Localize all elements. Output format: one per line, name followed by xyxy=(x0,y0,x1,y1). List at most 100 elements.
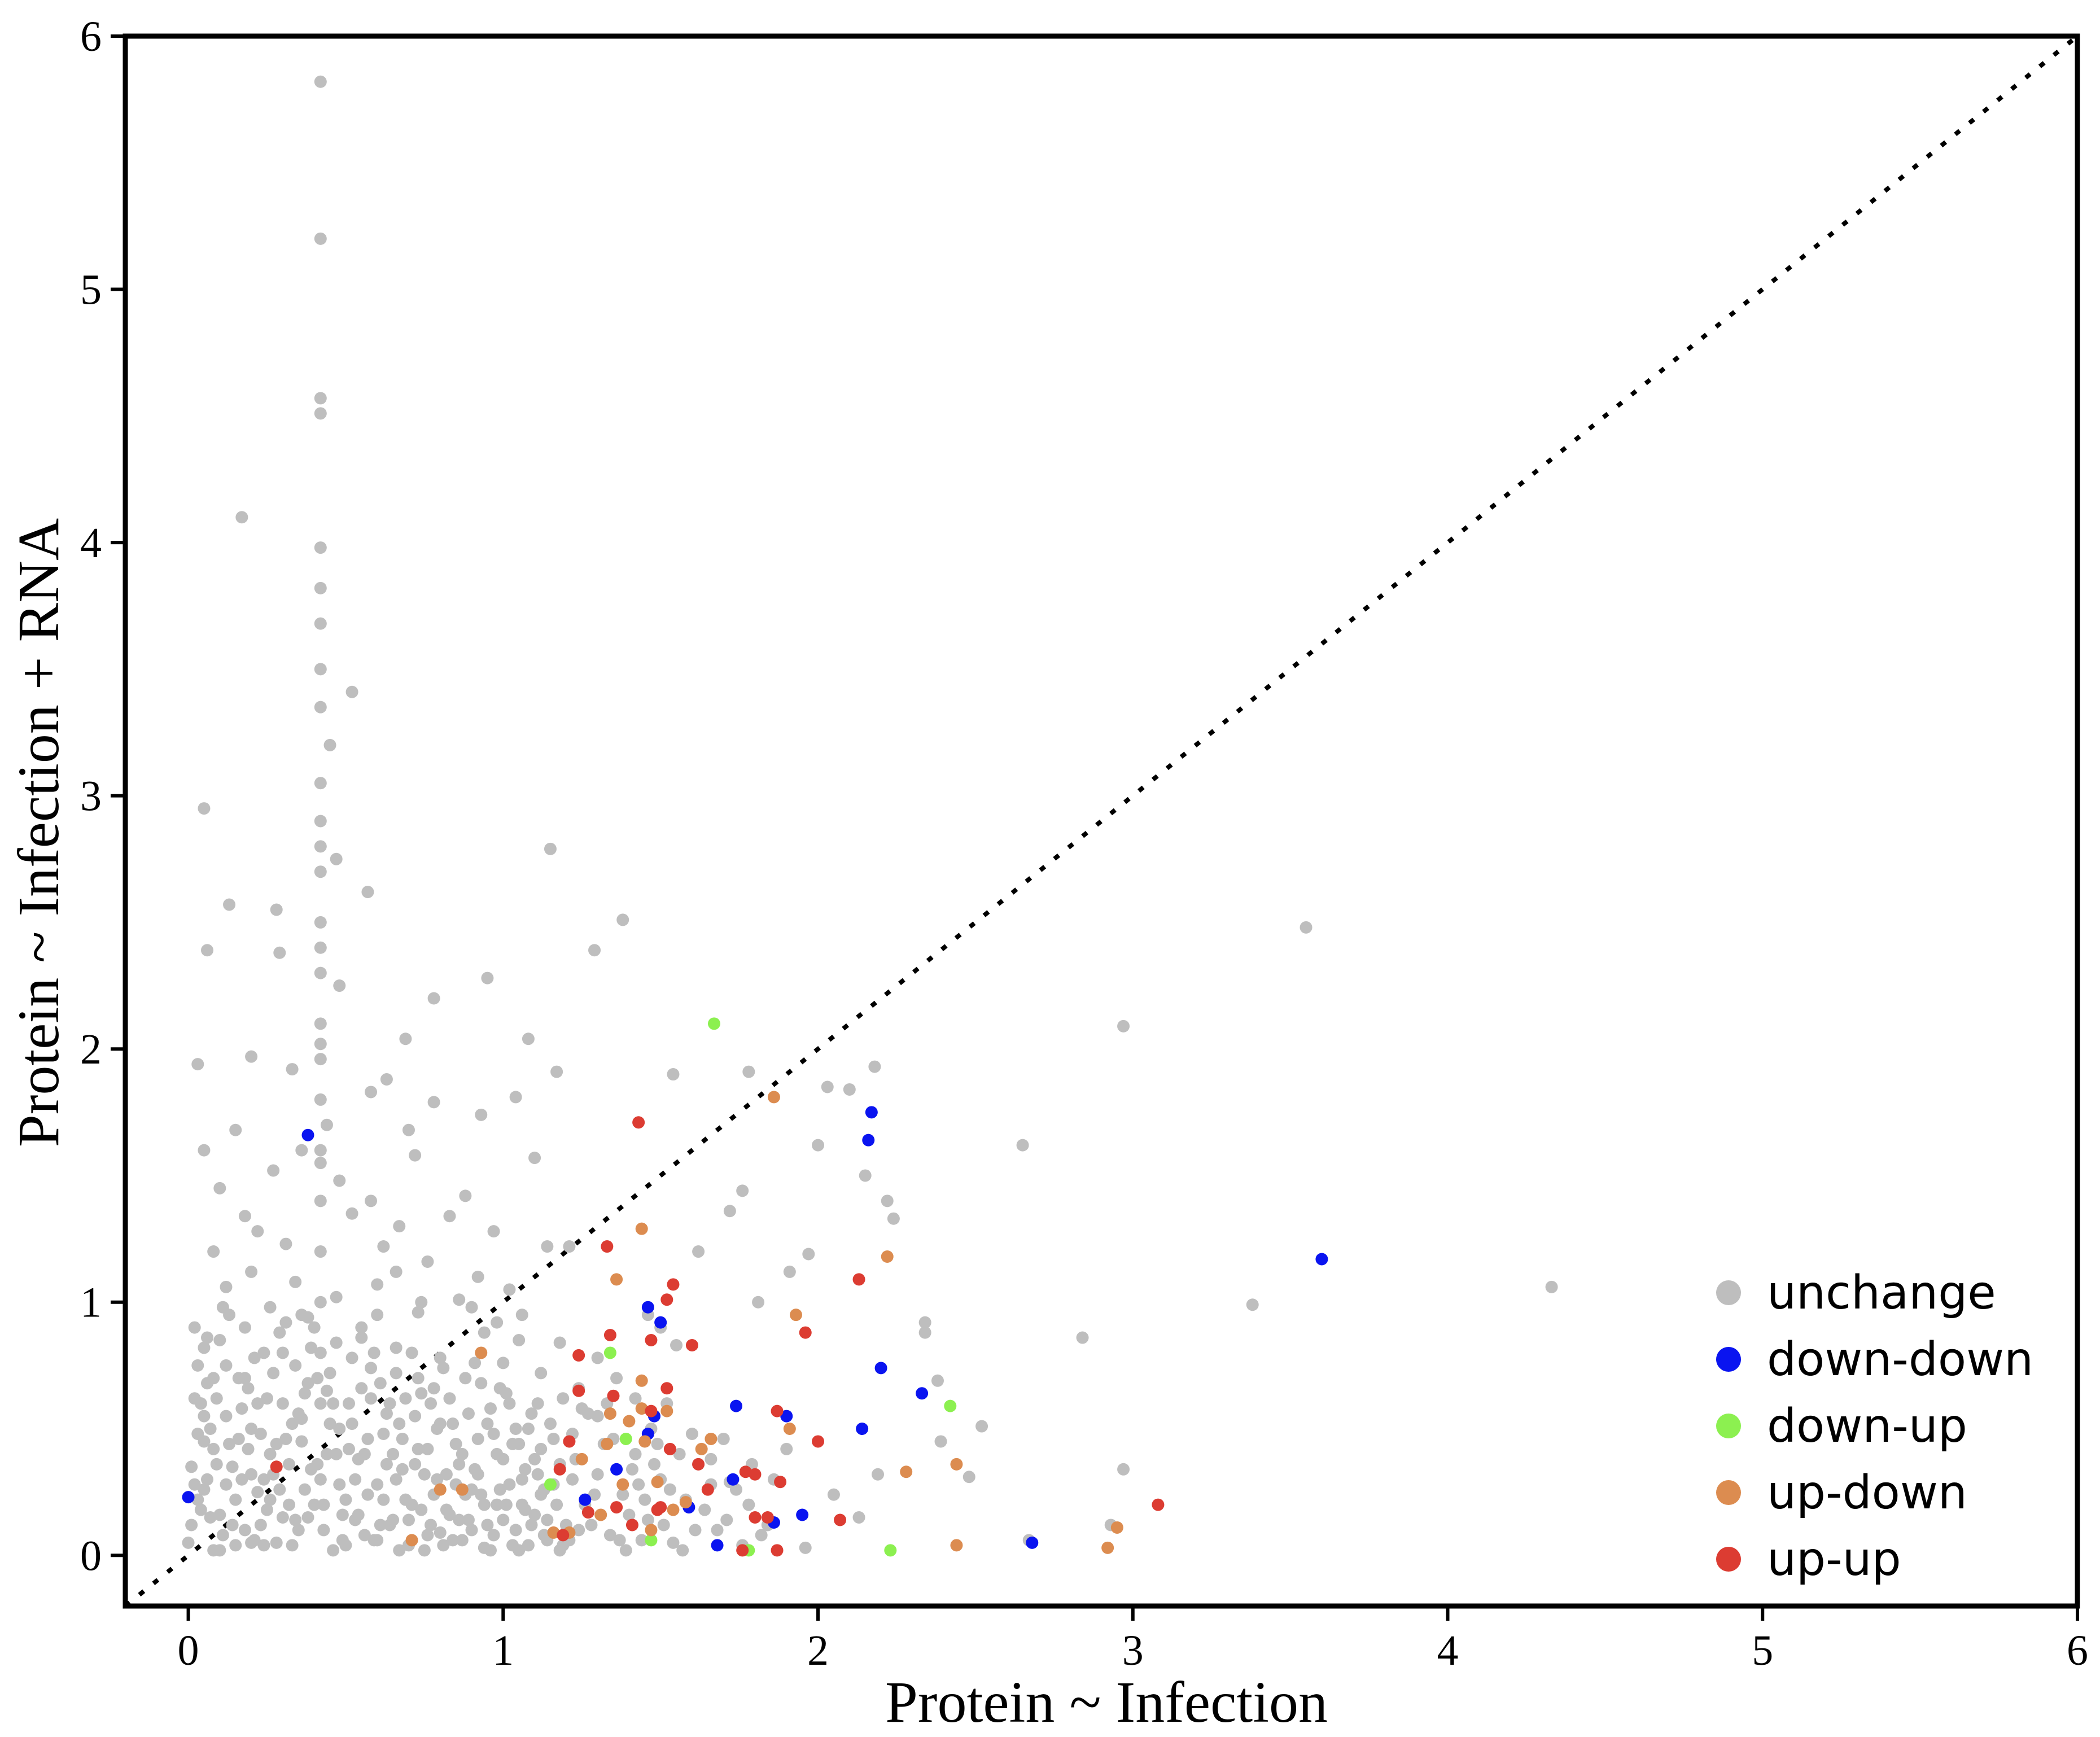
point-up-up xyxy=(736,1544,749,1557)
point-unchange xyxy=(434,1417,447,1430)
point-unchange xyxy=(257,1346,270,1359)
point-unchange xyxy=(371,1478,384,1491)
point-up-down xyxy=(950,1539,963,1552)
point-unchange xyxy=(443,1392,456,1405)
point-unchange xyxy=(491,1447,504,1460)
point-unchange xyxy=(260,1503,273,1516)
point-unchange xyxy=(387,1447,400,1460)
point-up-up xyxy=(761,1511,774,1524)
point-unchange xyxy=(242,1442,255,1455)
point-unchange xyxy=(383,1397,396,1410)
point-unchange xyxy=(245,1050,258,1063)
point-unchange xyxy=(528,1452,541,1465)
point-unchange xyxy=(365,1086,378,1099)
point-up-down xyxy=(434,1483,447,1496)
point-unchange xyxy=(425,1519,438,1532)
point-unchange xyxy=(320,1447,333,1460)
point-unchange xyxy=(273,1483,286,1496)
point-unchange xyxy=(550,1065,563,1078)
point-unchange xyxy=(371,1534,384,1547)
point-unchange xyxy=(503,1397,516,1410)
point-unchange xyxy=(500,1498,513,1511)
point-unchange xyxy=(453,1513,466,1526)
point-unchange xyxy=(493,1483,506,1496)
point-unchange xyxy=(279,1432,292,1445)
point-unchange xyxy=(550,1498,563,1511)
point-unchange xyxy=(730,1483,743,1496)
point-unchange xyxy=(852,1511,865,1524)
point-unchange xyxy=(314,75,327,88)
point-unchange xyxy=(185,1519,198,1532)
point-up-up xyxy=(774,1476,787,1489)
point-unchange xyxy=(544,842,557,855)
point-unchange xyxy=(868,1060,881,1073)
point-down-up xyxy=(603,1346,616,1359)
point-up-down xyxy=(667,1503,680,1516)
point-unchange xyxy=(238,1372,251,1385)
point-unchange xyxy=(447,1534,460,1547)
point-unchange xyxy=(330,1290,343,1303)
point-unchange xyxy=(327,1397,340,1410)
point-unchange xyxy=(182,1536,195,1549)
point-unchange xyxy=(345,1207,358,1220)
point-unchange xyxy=(603,1529,616,1542)
point-unchange xyxy=(365,1195,378,1207)
point-unchange xyxy=(493,1382,506,1395)
point-up-down xyxy=(950,1458,963,1471)
point-unchange xyxy=(487,1529,500,1542)
point-unchange xyxy=(295,1435,308,1448)
point-up-down xyxy=(594,1508,607,1521)
point-unchange xyxy=(188,1392,201,1405)
point-unchange xyxy=(623,1508,636,1521)
point-unchange xyxy=(405,1498,418,1511)
point-down-down xyxy=(874,1362,887,1375)
point-unchange xyxy=(975,1420,988,1433)
point-unchange xyxy=(314,916,327,929)
point-unchange xyxy=(314,1346,327,1359)
x-tick-label: 5 xyxy=(1752,1627,1773,1674)
point-unchange xyxy=(273,1326,286,1339)
point-unchange xyxy=(301,1511,314,1524)
point-unchange xyxy=(295,1144,308,1157)
point-up-down xyxy=(616,1478,629,1491)
point-unchange xyxy=(390,1265,403,1278)
point-unchange xyxy=(456,1534,469,1547)
point-unchange xyxy=(412,1442,425,1455)
point-unchange xyxy=(314,617,327,630)
point-unchange xyxy=(185,1460,198,1473)
point-unchange xyxy=(515,1309,528,1322)
x-tick-label: 4 xyxy=(1437,1627,1459,1674)
point-unchange xyxy=(409,1410,422,1423)
point-unchange xyxy=(515,1498,528,1511)
legend-marker-up-down xyxy=(1716,1480,1741,1505)
point-unchange xyxy=(323,738,336,751)
point-up-down xyxy=(635,1222,648,1235)
point-unchange xyxy=(213,1334,226,1347)
point-unchange xyxy=(314,840,327,853)
point-unchange xyxy=(918,1316,931,1329)
point-unchange xyxy=(314,701,327,714)
point-unchange xyxy=(475,1377,488,1390)
point-unchange xyxy=(610,1372,623,1385)
point-unchange xyxy=(541,1513,554,1526)
point-down-down xyxy=(780,1410,793,1423)
point-unchange xyxy=(528,1152,541,1165)
point-unchange xyxy=(377,1427,390,1440)
point-unchange xyxy=(308,1321,321,1334)
point-up-down xyxy=(679,1496,692,1509)
point-unchange xyxy=(412,1306,425,1319)
point-up-down xyxy=(635,1402,648,1415)
point-unchange xyxy=(314,1296,327,1309)
point-up-down xyxy=(900,1465,913,1478)
point-unchange xyxy=(402,1123,415,1136)
point-unchange xyxy=(553,1544,566,1557)
point-up-up xyxy=(1152,1498,1165,1511)
point-unchange xyxy=(462,1513,475,1526)
point-unchange xyxy=(799,1541,812,1554)
point-unchange xyxy=(314,1038,327,1051)
point-unchange xyxy=(368,1346,380,1359)
point-unchange xyxy=(279,1316,292,1329)
point-unchange xyxy=(437,1539,450,1552)
legend-marker-down-down xyxy=(1716,1347,1741,1372)
point-unchange xyxy=(220,1410,233,1423)
